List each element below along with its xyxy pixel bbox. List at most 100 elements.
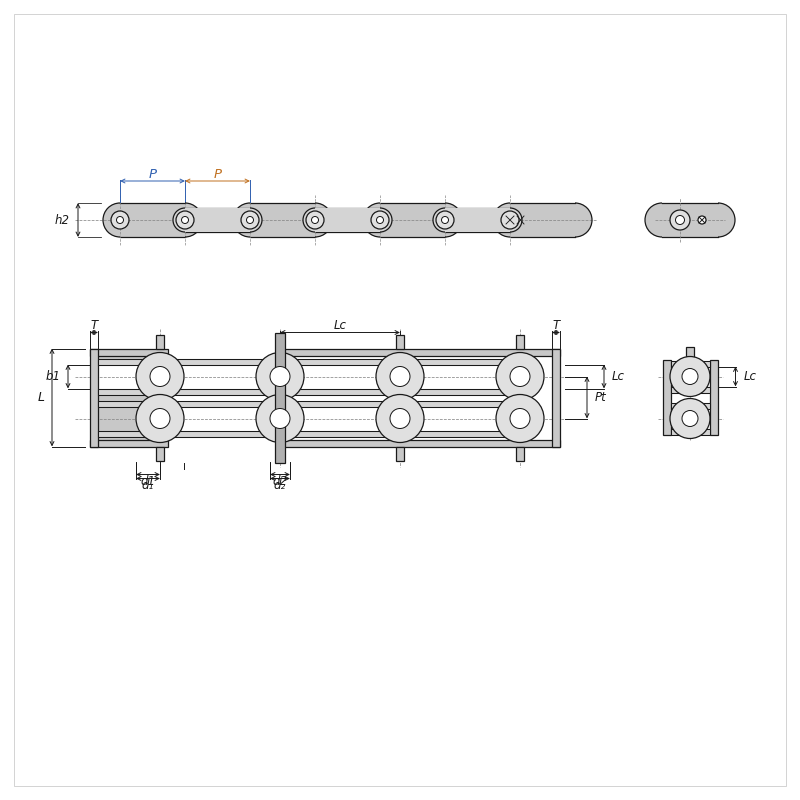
Bar bbox=[710, 360, 718, 435]
Circle shape bbox=[682, 369, 698, 385]
Circle shape bbox=[371, 211, 389, 229]
Circle shape bbox=[670, 210, 690, 230]
Circle shape bbox=[246, 217, 254, 223]
Text: d₂: d₂ bbox=[274, 479, 286, 492]
Circle shape bbox=[117, 217, 123, 223]
Circle shape bbox=[510, 409, 530, 429]
Bar bbox=[90, 439, 168, 446]
Bar bbox=[160, 401, 280, 406]
Bar bbox=[552, 349, 560, 446]
Bar bbox=[98, 355, 160, 358]
Circle shape bbox=[377, 217, 383, 223]
Ellipse shape bbox=[303, 208, 327, 232]
Ellipse shape bbox=[498, 208, 522, 232]
Circle shape bbox=[150, 366, 170, 386]
Ellipse shape bbox=[168, 203, 202, 237]
Circle shape bbox=[150, 409, 170, 429]
Bar bbox=[98, 401, 160, 406]
Circle shape bbox=[241, 211, 259, 229]
Circle shape bbox=[111, 211, 129, 229]
Text: P: P bbox=[214, 167, 222, 181]
Bar bbox=[156, 334, 164, 349]
Bar bbox=[280, 349, 560, 355]
Circle shape bbox=[501, 211, 519, 229]
Bar bbox=[670, 361, 710, 366]
Bar bbox=[400, 430, 520, 437]
Ellipse shape bbox=[103, 203, 137, 237]
Bar bbox=[662, 203, 718, 237]
Circle shape bbox=[311, 217, 318, 223]
Bar bbox=[400, 401, 520, 406]
Circle shape bbox=[390, 366, 410, 386]
Bar bbox=[396, 446, 404, 461]
Circle shape bbox=[510, 366, 530, 386]
Bar bbox=[280, 430, 400, 437]
Bar bbox=[276, 334, 284, 349]
Ellipse shape bbox=[238, 208, 262, 232]
Ellipse shape bbox=[493, 203, 527, 237]
Bar bbox=[670, 402, 710, 409]
Circle shape bbox=[436, 211, 454, 229]
Bar bbox=[90, 349, 98, 446]
Ellipse shape bbox=[558, 203, 592, 237]
Circle shape bbox=[136, 394, 184, 442]
Bar bbox=[315, 208, 380, 232]
Text: d2: d2 bbox=[273, 475, 287, 488]
Circle shape bbox=[176, 211, 194, 229]
Circle shape bbox=[376, 394, 424, 442]
Circle shape bbox=[670, 357, 710, 397]
Circle shape bbox=[698, 216, 706, 224]
Bar bbox=[670, 386, 710, 393]
Bar bbox=[98, 394, 160, 439]
Bar bbox=[400, 389, 520, 394]
Bar bbox=[160, 358, 280, 365]
Bar bbox=[160, 389, 280, 394]
Circle shape bbox=[256, 394, 304, 442]
Bar bbox=[670, 429, 710, 434]
Text: d1: d1 bbox=[141, 475, 155, 488]
Bar bbox=[120, 203, 185, 237]
Text: L: L bbox=[38, 391, 45, 404]
Bar bbox=[396, 334, 404, 349]
Text: Lc: Lc bbox=[743, 370, 757, 383]
Bar bbox=[160, 430, 280, 437]
Bar bbox=[280, 401, 400, 406]
Bar bbox=[275, 333, 285, 462]
Bar bbox=[280, 439, 560, 446]
Circle shape bbox=[682, 410, 698, 426]
Bar bbox=[98, 430, 160, 437]
Circle shape bbox=[270, 366, 290, 386]
Bar bbox=[280, 358, 400, 365]
Ellipse shape bbox=[363, 203, 397, 237]
Circle shape bbox=[442, 217, 449, 223]
Ellipse shape bbox=[701, 203, 735, 237]
Bar bbox=[250, 203, 315, 237]
Bar bbox=[98, 389, 160, 394]
Bar bbox=[156, 446, 164, 461]
Ellipse shape bbox=[645, 203, 679, 237]
Text: h2: h2 bbox=[55, 214, 70, 226]
Bar bbox=[662, 360, 670, 435]
Bar bbox=[400, 358, 520, 365]
Circle shape bbox=[390, 409, 410, 429]
Bar bbox=[686, 347, 694, 360]
Circle shape bbox=[270, 409, 290, 429]
Text: Pt: Pt bbox=[595, 391, 606, 404]
Circle shape bbox=[670, 398, 710, 438]
Circle shape bbox=[376, 353, 424, 401]
Circle shape bbox=[136, 353, 184, 401]
Bar bbox=[276, 446, 284, 461]
Bar bbox=[280, 389, 400, 394]
Bar bbox=[516, 446, 524, 461]
Bar bbox=[98, 358, 160, 365]
Circle shape bbox=[496, 394, 544, 442]
Bar bbox=[510, 203, 575, 237]
Bar bbox=[516, 334, 524, 349]
Ellipse shape bbox=[233, 203, 267, 237]
Circle shape bbox=[675, 215, 685, 225]
Text: b1: b1 bbox=[46, 370, 61, 383]
Circle shape bbox=[182, 217, 189, 223]
Bar bbox=[445, 208, 510, 232]
Text: P: P bbox=[149, 167, 157, 181]
Bar bbox=[380, 203, 445, 237]
